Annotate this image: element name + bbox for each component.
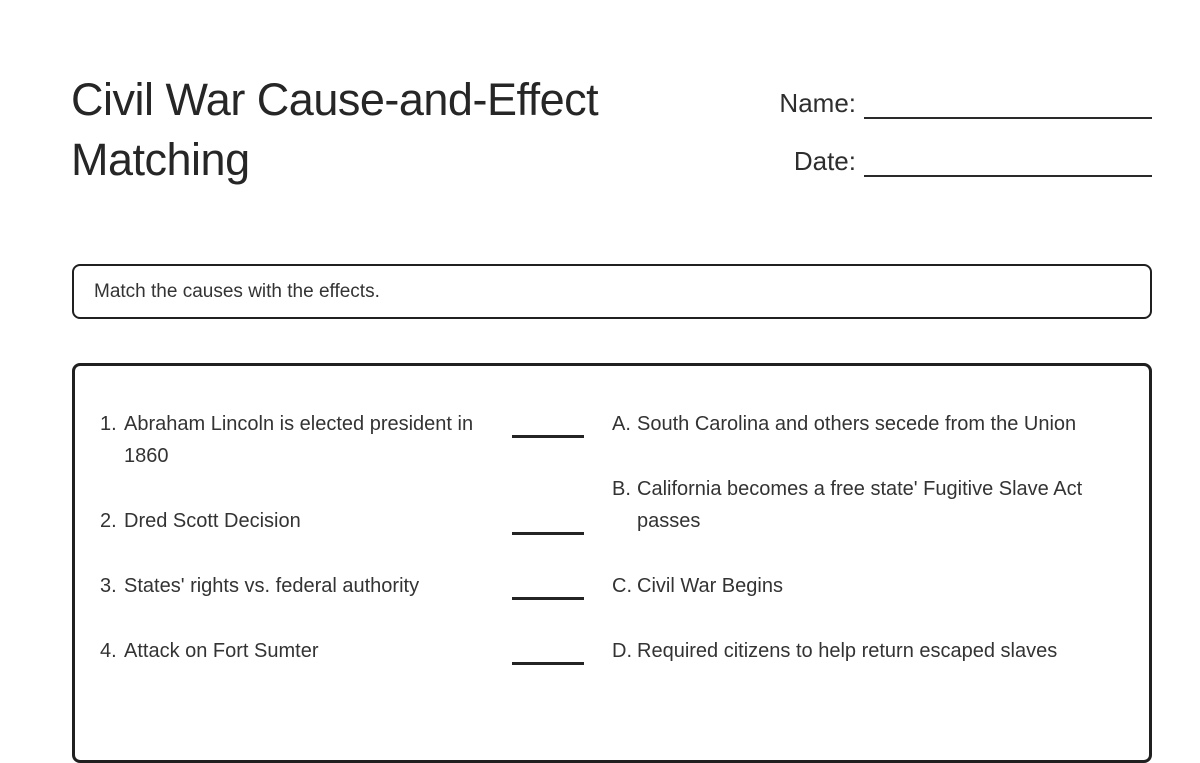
answer-blank[interactable] bbox=[512, 408, 584, 438]
effects-column: A. South Carolina and others secede from… bbox=[612, 408, 1132, 667]
cause-number: 1. bbox=[100, 413, 117, 435]
name-field-row: Name: bbox=[768, 76, 1152, 119]
effect-item: A. South Carolina and others secede from… bbox=[612, 408, 1117, 440]
cause-number: 2. bbox=[100, 510, 117, 532]
cause-text: 3. States' rights vs. federal authority bbox=[100, 570, 512, 602]
page-title: Civil War Cause-and-Effect Matching bbox=[71, 74, 599, 185]
effect-letter: D. bbox=[612, 640, 632, 662]
date-field-row: Date: bbox=[768, 134, 1152, 177]
answer-blank[interactable] bbox=[512, 570, 584, 600]
cause-text: 2. Dred Scott Decision bbox=[100, 505, 512, 537]
effect-text: Required citizens to help return escaped… bbox=[637, 640, 1058, 662]
matching-box: 1. Abraham Lincoln is elected president … bbox=[72, 363, 1152, 763]
effect-letter: B. bbox=[612, 478, 631, 500]
cause-number: 3. bbox=[100, 575, 117, 597]
cause-text: 4. Attack on Fort Sumter bbox=[100, 635, 512, 667]
date-label: Date: bbox=[793, 145, 856, 176]
effect-item: C. Civil War Begins bbox=[612, 570, 1117, 602]
cause-number: 4. bbox=[100, 640, 117, 662]
instructions-box: Match the causes with the effects. bbox=[72, 264, 1152, 319]
cause-item: 1. Abraham Lincoln is elected president … bbox=[100, 408, 584, 472]
effect-letter: A. bbox=[612, 413, 631, 435]
name-label: Name: bbox=[779, 87, 856, 118]
effect-text: Civil War Begins bbox=[637, 575, 783, 597]
date-fill-line[interactable] bbox=[864, 134, 1152, 177]
cause-item: 2. Dred Scott Decision bbox=[100, 505, 584, 537]
name-fill-line[interactable] bbox=[864, 76, 1152, 119]
effect-text: California becomes a free state' Fugitiv… bbox=[637, 478, 1083, 532]
answer-blank[interactable] bbox=[512, 635, 584, 665]
answer-blank[interactable] bbox=[512, 505, 584, 535]
cause-text: 1. Abraham Lincoln is elected president … bbox=[100, 408, 512, 472]
effect-text: South Carolina and others secede from th… bbox=[637, 413, 1077, 435]
cause-item: 3. States' rights vs. federal authority bbox=[100, 570, 584, 602]
cause-item: 4. Attack on Fort Sumter bbox=[100, 635, 584, 667]
instructions-text: Match the causes with the effects. bbox=[94, 280, 380, 302]
effect-item: B. California becomes a free state' Fugi… bbox=[612, 473, 1117, 537]
effect-item: D. Required citizens to help return esca… bbox=[612, 635, 1117, 667]
name-date-fields: Name: Date: bbox=[768, 76, 1152, 192]
effect-letter: C. bbox=[612, 575, 632, 597]
causes-column: 1. Abraham Lincoln is elected president … bbox=[100, 408, 584, 667]
